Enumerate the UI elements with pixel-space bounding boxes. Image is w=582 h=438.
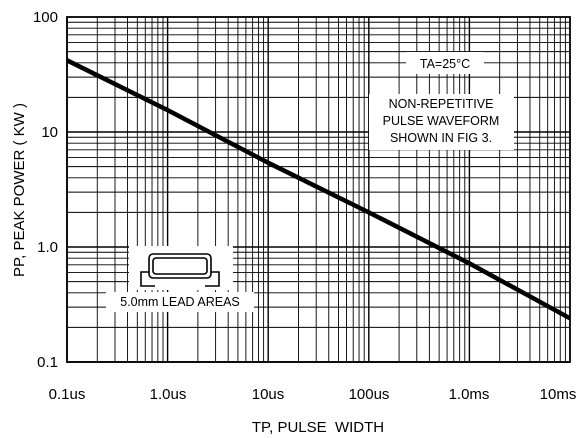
x-tick-label: 10ms	[540, 386, 577, 403]
series-group	[66, 58, 572, 321]
ta-label: TA=25°C	[420, 57, 470, 71]
y-tick-label: 0.1	[37, 354, 58, 371]
x-tick-label: 1.0us	[150, 386, 187, 403]
x-tick-label: 100us	[349, 386, 390, 403]
smd-package-icon	[140, 253, 220, 287]
x-tick-label: 10us	[252, 386, 285, 403]
lead-area-label: 5.0mm LEAD AREAS	[120, 295, 240, 309]
lead-area-box	[106, 292, 254, 312]
y-tick-label: 100	[33, 9, 58, 26]
y-tick-label: 10	[41, 124, 58, 141]
y-tick-labels: 100 10 1.0 0.1	[33, 9, 58, 371]
note-line: NON-REPETITIVE	[389, 97, 494, 111]
x-axis-label: TP, PULSE WIDTH	[252, 419, 384, 436]
x-tick-label: 0.1us	[49, 386, 86, 403]
ta-label-box	[406, 52, 484, 74]
note-line: SHOWN IN FIG 3.	[390, 131, 492, 145]
note-box	[369, 94, 514, 150]
peak-power-curve	[66, 58, 572, 321]
y-axis-label: PP, PEAK POWER ( KW )	[11, 103, 28, 277]
plot-frame	[66, 16, 571, 363]
x-tick-label: 1.0ms	[449, 386, 490, 403]
note-line: PULSE WAVEFORM	[383, 114, 500, 128]
y-tick-label: 1.0	[37, 239, 58, 256]
x-tick-labels: 0.1us 1.0us 10us 100us 1.0ms 10ms	[49, 386, 577, 403]
